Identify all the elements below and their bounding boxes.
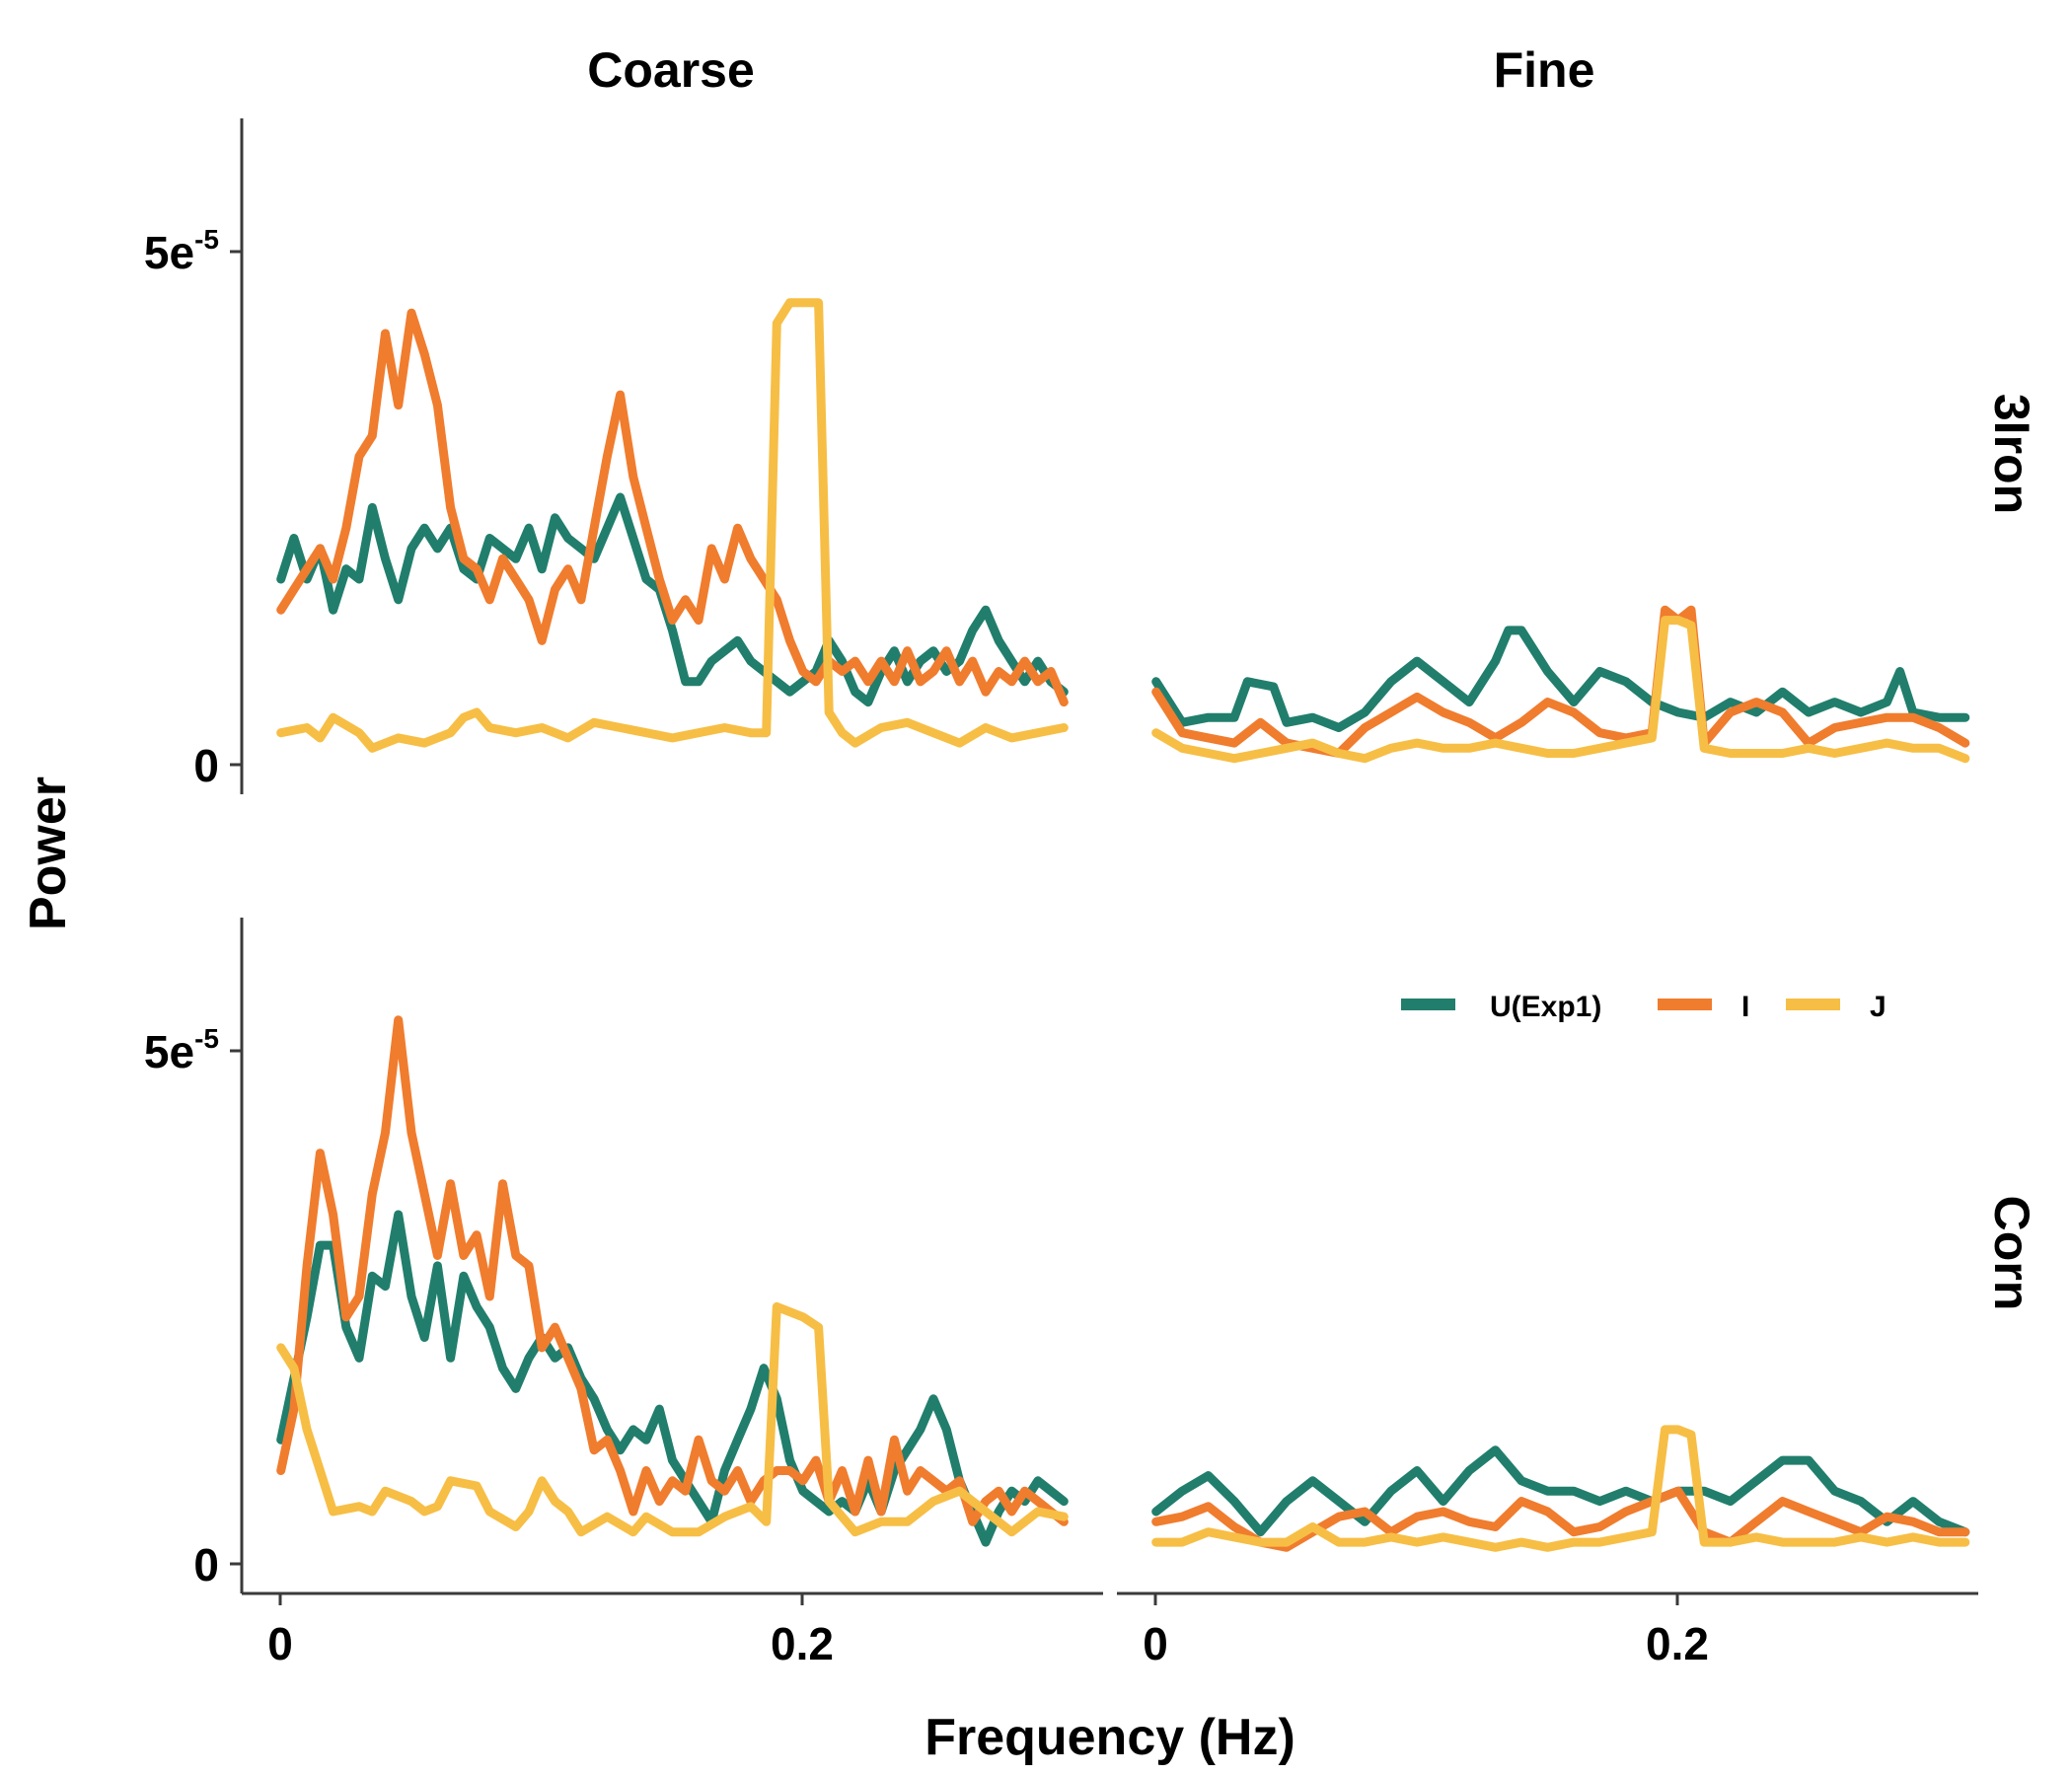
x-tick-label-fine-0: 0 bbox=[1143, 1618, 1168, 1669]
y-tick-label-bottom-5e5: 5e-5 bbox=[144, 1023, 219, 1077]
series-j-3iron-coarse bbox=[276, 298, 1069, 753]
y-tick-label-bottom-0: 0 bbox=[193, 1539, 219, 1591]
series-u-exp1-3iron-fine bbox=[1151, 626, 1970, 732]
series-u-exp1-corn-fine bbox=[1151, 1445, 1970, 1537]
facet-title-corn: Corn bbox=[1984, 1196, 2039, 1311]
series-u-exp1-3iron-coarse bbox=[276, 492, 1069, 707]
series-i-corn-coarse bbox=[276, 1015, 1069, 1526]
facet-title-3iron: 3Iron bbox=[1984, 394, 2039, 514]
legend-label-i: I bbox=[1741, 991, 1749, 1023]
x-tick-label-coarse-0.2: 0.2 bbox=[771, 1618, 834, 1669]
series-layer bbox=[276, 298, 1970, 1552]
series-j-3iron-fine bbox=[1151, 616, 1970, 764]
facet-title-fine: Fine bbox=[1494, 42, 1595, 98]
facet-title-coarse: Coarse bbox=[587, 42, 755, 98]
y-tick-label-top-0: 0 bbox=[193, 740, 219, 791]
x-axis-title: Frequency (Hz) bbox=[925, 1709, 1295, 1766]
legend-label-u-exp1: U(Exp1) bbox=[1490, 991, 1601, 1023]
series-i-3iron-coarse bbox=[276, 308, 1069, 707]
series-j-corn-fine bbox=[1151, 1425, 1970, 1552]
x-tick-label-coarse-0: 0 bbox=[267, 1618, 293, 1669]
y-tick-label-top-5e5: 5e-5 bbox=[144, 224, 219, 278]
series-j-corn-coarse bbox=[276, 1301, 1069, 1537]
y-axis-title: Power bbox=[20, 777, 77, 930]
x-tick-label-fine-0.2: 0.2 bbox=[1646, 1618, 1709, 1669]
series-u-exp1-corn-coarse bbox=[276, 1210, 1069, 1547]
legend: U(Exp1) I J bbox=[1401, 991, 1887, 1023]
legend-label-j: J bbox=[1870, 991, 1887, 1023]
